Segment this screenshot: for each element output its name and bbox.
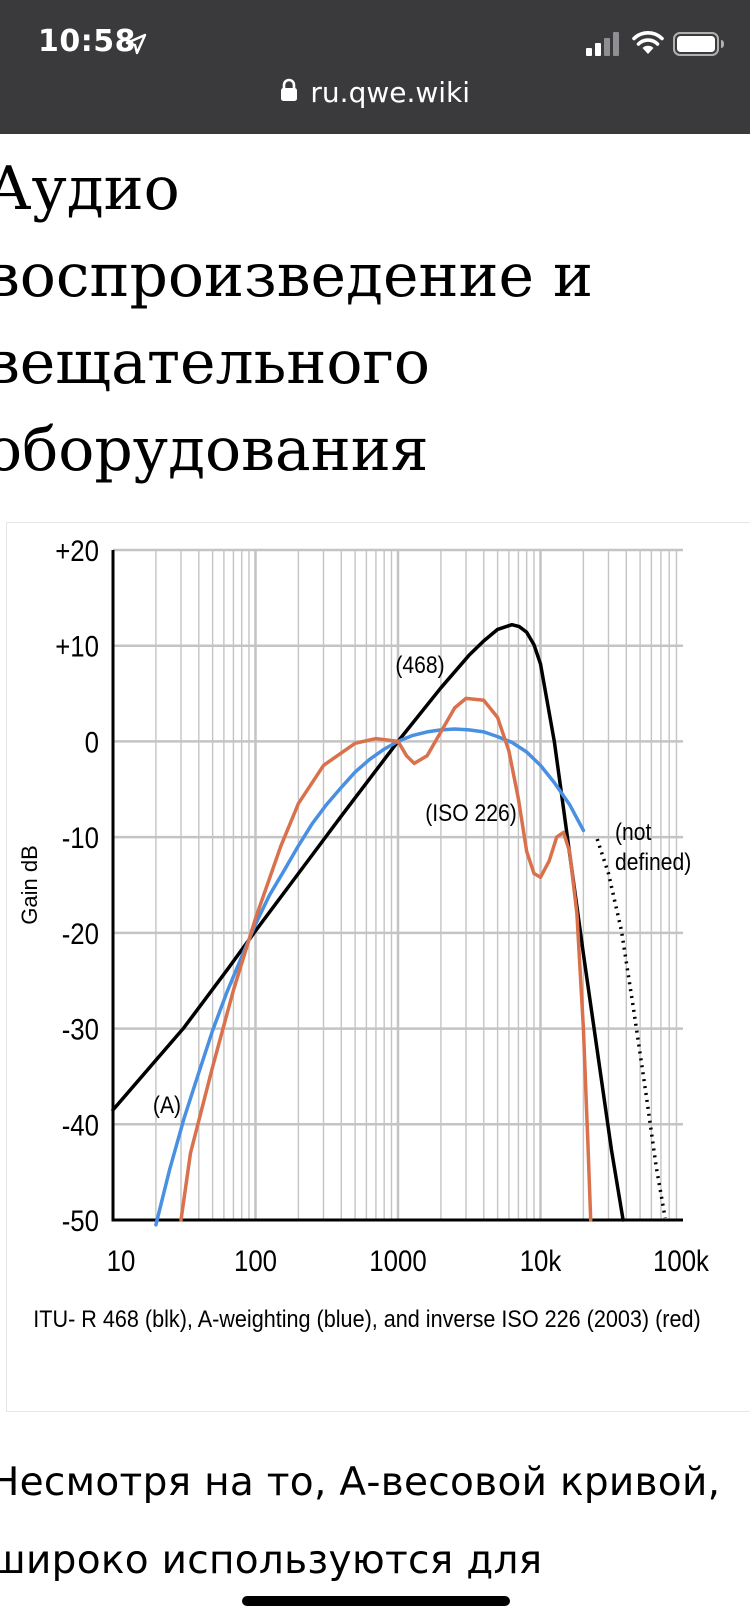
chart-caption: ITU- R 468 (blk), A-weighting (blue), an…	[33, 1305, 700, 1332]
y-tick-label: +20	[55, 534, 99, 567]
series-468-label: (468)	[395, 652, 444, 679]
x-tick-label: 100	[234, 1244, 277, 1277]
status-time: 10:58	[38, 24, 136, 59]
status-bar: 10:58 ru.qwe.wiki	[0, 0, 750, 134]
y-axis-label: Gain dB	[17, 845, 42, 925]
x-tick-label: 10	[107, 1244, 136, 1277]
y-tick-label: +10	[55, 630, 99, 663]
series-a-weighting-label: (A)	[153, 1092, 181, 1119]
y-tick-label: 0	[85, 726, 99, 759]
y-tick-label: -20	[62, 917, 99, 950]
cellular-signal-icon	[586, 32, 619, 56]
x-tick-label: 100k	[653, 1244, 710, 1277]
article-paragraph: Несмотря на то, А-весовой кривой, широко…	[0, 1460, 721, 1583]
wifi-icon	[632, 31, 664, 54]
location-arrow-icon	[125, 33, 147, 55]
address-bar[interactable]: ru.qwe.wiki	[0, 76, 750, 120]
page-title: Аудио воспроизведение и вещательного обо…	[0, 154, 594, 485]
battery-icon	[673, 32, 724, 56]
y-tick-label: -50	[62, 1204, 99, 1237]
x-tick-label: 1000	[369, 1244, 426, 1277]
series-iso226-line	[179, 696, 593, 1222]
chart-figure[interactable]: +20 +10 0 -10 -20 -30 -40 -50 10 100 1000 10k 100k Ga…	[6, 522, 750, 1412]
series-not-defined-line	[595, 838, 667, 1219]
series-iso226-label: (ISO 226)	[425, 800, 517, 827]
y-tick-label: -10	[62, 821, 99, 854]
x-tick-label: 10k	[520, 1244, 563, 1277]
y-tick-label: -40	[62, 1108, 99, 1141]
lock-icon	[280, 78, 297, 101]
series-a-weighting-line	[154, 727, 586, 1227]
series-468-line	[111, 622, 625, 1222]
series-not-defined-label-line2: defined)	[615, 849, 691, 876]
series-not-defined-label-line1: (not	[615, 819, 652, 846]
url-text: ru.qwe.wiki	[310, 76, 471, 109]
home-indicator	[242, 1596, 510, 1606]
y-tick-label: -30	[62, 1013, 99, 1046]
